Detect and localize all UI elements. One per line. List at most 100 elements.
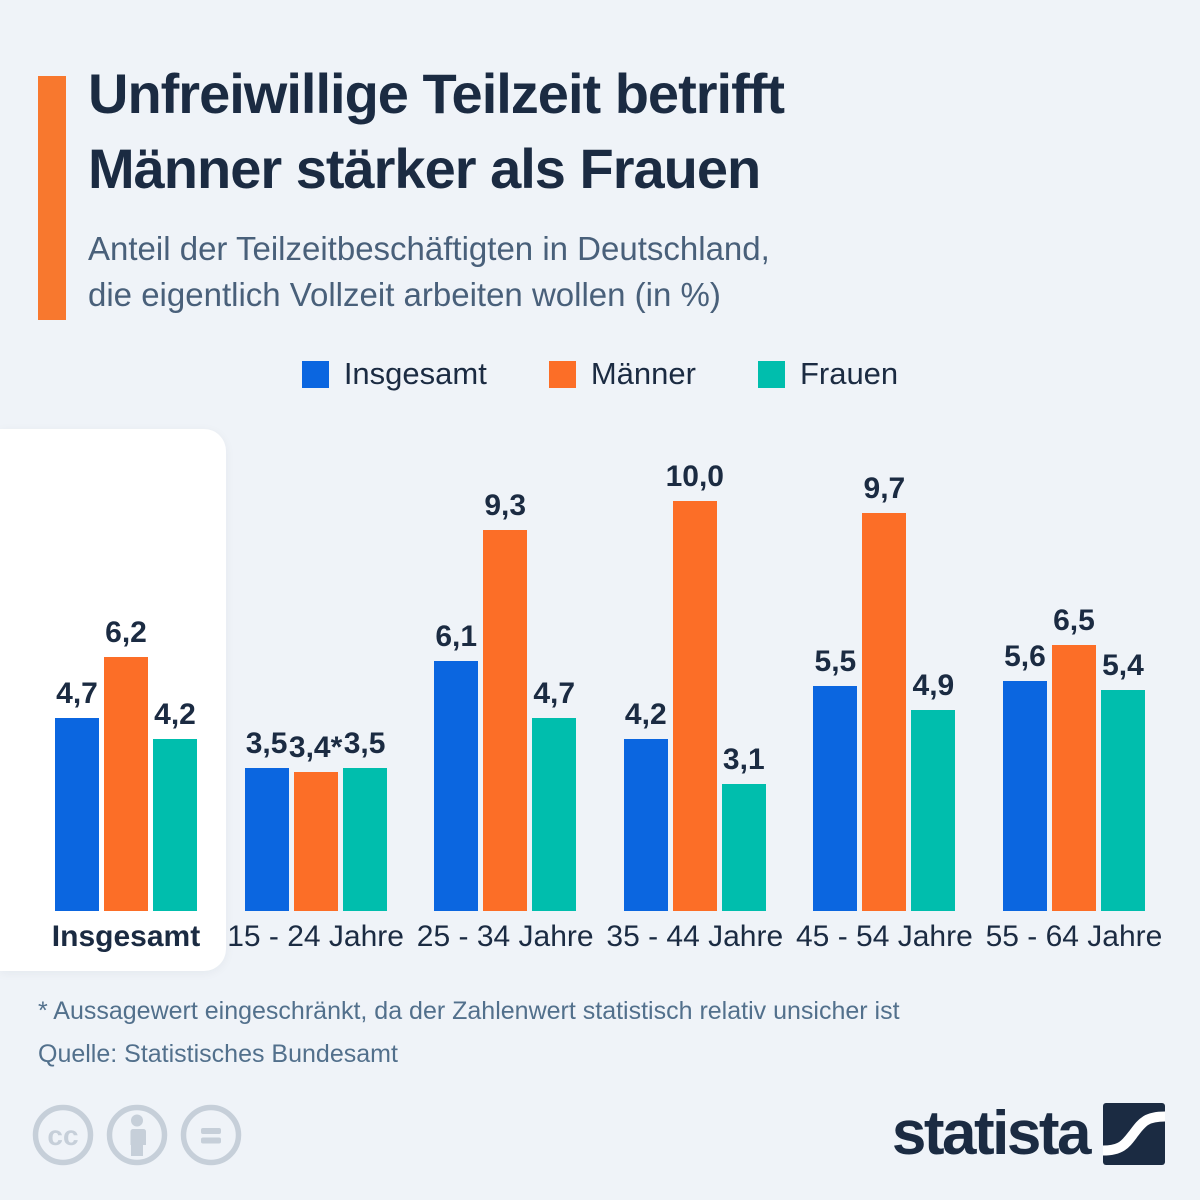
source-text: Quelle: Statistisches Bundesamt (38, 1040, 398, 1068)
bar-group-25-34-jahre: 6,1 9,3 4,7 25 - 34 Jahre (417, 451, 594, 954)
person-icon[interactable] (106, 1104, 168, 1166)
bar-value-label: 3,4* (288, 730, 343, 764)
statista-logo-mark (1103, 1102, 1165, 1165)
legend-swatch-insgesamt (301, 360, 329, 388)
title-line-1: Unfreiwillige Teilzeit betrifft (88, 62, 785, 125)
bar-value-label: 3,5 (343, 726, 386, 760)
equals-icon[interactable] (180, 1104, 242, 1166)
bar-group-15-24-jahre: 3,5 3,4* 3,5 15 - 24 Jahre (227, 451, 404, 954)
bar-group-55-64-jahre: 5,6 6,5 5,4 55 - 64 Jahre (986, 451, 1163, 954)
bar-cell-frauen: 5,4 (1098, 649, 1147, 911)
legend-label-insgesamt: Insgesamt (343, 356, 487, 391)
bars-row: 5,6 6,5 5,4 (1000, 451, 1147, 911)
bar-group-insgesamt: 4,7 6,2 4,2 Insgesamt (50, 451, 202, 954)
accent-bar (38, 76, 66, 320)
category-label: 45 - 54 Jahre (795, 920, 973, 953)
bar-männer (104, 656, 148, 911)
legend-swatch-frauen (757, 360, 785, 388)
bar-cell-männer: 6,5 (1049, 603, 1098, 911)
cc-icon[interactable]: cc (32, 1104, 94, 1166)
svg-text:cc: cc (47, 1120, 78, 1151)
legend-swatch-maenner (548, 360, 576, 388)
bar-frauen (153, 738, 197, 911)
bar-value-label: 3,5 (245, 726, 288, 760)
bar-cell-insgesamt: 4,7 (53, 677, 102, 911)
bar-cell-frauen: 3,1 (719, 743, 768, 911)
bar-value-label: 4,7 (56, 677, 98, 711)
category-label: 35 - 44 Jahre (606, 920, 784, 953)
subtitle-line-2: die eigentlich Vollzeit arbeiten wollen … (88, 276, 721, 313)
bar-cell-frauen: 4,2 (151, 698, 200, 911)
bar-cell-männer: 3,4* (288, 730, 343, 911)
bar-cell-männer: 9,7 (860, 472, 909, 911)
statista-logo-text: statista (891, 1099, 1092, 1168)
bar-cell-insgesamt: 5,6 (1000, 640, 1049, 911)
bar-männer (1051, 644, 1096, 911)
bars-row: 6,1 9,3 4,7 (432, 451, 579, 911)
bar-insgesamt (813, 685, 858, 911)
bars-row: 3,5 3,4* 3,5 (242, 451, 389, 911)
statista-logo[interactable]: statista (892, 1098, 1165, 1169)
bar-value-label: 9,3 (484, 488, 527, 522)
bar-männer (862, 513, 907, 911)
bar-frauen (342, 767, 387, 911)
bar-cell-insgesamt: 6,1 (432, 620, 481, 911)
bar-value-label: 4,2 (154, 697, 196, 731)
bar-value-label: 9,7 (863, 472, 906, 506)
bar-insgesamt (55, 718, 99, 911)
footnote: * Aussagewert eingeschränkt, da der Zahl… (38, 997, 900, 1025)
bar-cell-frauen: 3,5 (340, 726, 389, 911)
category-label: 55 - 64 Jahre (985, 920, 1163, 953)
subtitle-line-1: Anteil der Teilzeitbeschäftigten in Deut… (88, 230, 770, 267)
bar-cell-insgesamt: 3,5 (242, 726, 291, 911)
bar-cell-insgesamt: 5,5 (811, 644, 860, 911)
bar-value-label: 4,2 (624, 697, 667, 731)
bar-insgesamt (244, 767, 289, 911)
bar-value-label: 4,9 (912, 669, 955, 703)
chart: 4,7 6,2 4,2 Insgesamt 3,5 3,4* 3,5 15 - 24 Jahr… (50, 451, 1163, 954)
category-label: Insgesamt (51, 920, 201, 953)
bar-cell-männer: 9,3 (481, 489, 530, 911)
legend: Insgesamt Männer Frauen (0, 356, 1200, 392)
bar-value-label: 5,6 (1004, 640, 1046, 674)
bar-value-label: 6,5 (1053, 603, 1095, 637)
license-icons[interactable]: cc (32, 1104, 242, 1166)
legend-label-frauen: Frauen (799, 356, 899, 391)
chart-subtitle: Anteil der Teilzeitbeschäftigten in Deut… (88, 226, 770, 318)
bar-cell-insgesamt: 4,2 (621, 698, 670, 911)
bar-frauen (911, 710, 956, 911)
bar-frauen (721, 783, 766, 911)
legend-item-frauen: Frauen (757, 356, 899, 392)
bar-group-35-44-jahre: 4,2 10,0 3,1 35 - 44 Jahre (606, 451, 783, 954)
bars-row: 4,2 10,0 3,1 (621, 451, 768, 911)
title-line-2: Männer stärker als Frauen (88, 137, 761, 200)
bar-group-45-54-jahre: 5,5 9,7 4,9 45 - 54 Jahre (796, 451, 973, 954)
bar-cell-männer: 10,0 (666, 460, 724, 911)
bar-value-label: 4,7 (533, 677, 576, 711)
bar-value-label: 6,1 (435, 619, 478, 653)
bar-cell-männer: 6,2 (102, 616, 151, 911)
bar-frauen (1100, 689, 1145, 911)
bar-value-label: 10,0 (665, 460, 724, 493)
category-label: 25 - 34 Jahre (416, 920, 594, 953)
bar-cell-frauen: 4,9 (909, 669, 958, 911)
bar-insgesamt (434, 660, 479, 911)
bar-value-label: 3,1 (722, 742, 765, 776)
bars-row: 4,7 6,2 4,2 (53, 451, 200, 911)
bar-value-label: 5,5 (814, 644, 857, 678)
legend-item-maenner: Männer (548, 356, 696, 392)
bar-value-label: 6,2 (105, 615, 147, 649)
bar-frauen (532, 718, 577, 911)
bar-männer (672, 501, 717, 911)
legend-label-maenner: Männer (590, 356, 696, 391)
legend-item-insgesamt: Insgesamt (301, 356, 487, 392)
bar-value-label: 5,4 (1102, 648, 1144, 682)
bar-cell-frauen: 4,7 (530, 677, 579, 911)
bar-insgesamt (623, 738, 668, 911)
bar-insgesamt (1002, 681, 1047, 911)
category-label: 15 - 24 Jahre (227, 920, 404, 953)
bars-row: 5,5 9,7 4,9 (811, 451, 958, 911)
bar-männer (293, 771, 338, 911)
bar-männer (483, 529, 528, 911)
page-title: Unfreiwillige Teilzeit betrifft Männer s… (88, 56, 785, 206)
